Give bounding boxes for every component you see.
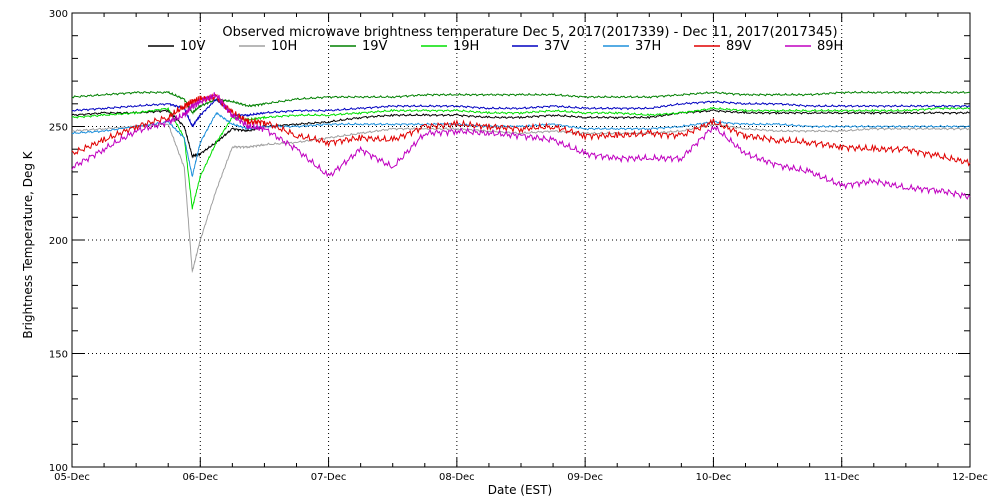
x-tick-label: 10-Dec <box>696 472 732 483</box>
series-line-19h <box>71 106 971 210</box>
legend-label-37h: 37H <box>635 39 661 54</box>
y-axis-title: Brightness Temperature, Deg K <box>21 150 35 338</box>
y-tick-label: 200 <box>49 236 68 247</box>
series-line-89h <box>71 92 971 200</box>
y-tick-label: 300 <box>49 9 68 20</box>
legend-label-89h: 89H <box>817 39 843 54</box>
x-tick-label: 09-Dec <box>567 472 603 483</box>
x-axis-title: Date (EST) <box>488 483 552 497</box>
legend-label-19h: 19H <box>453 39 479 54</box>
ticks: 05-Dec 06-Dec 07-Dec 08-Dec 09-Dec 10-Dec 11-D… <box>49 9 988 483</box>
legend-label-89v: 89V <box>726 39 752 54</box>
series-line-37h <box>71 111 971 178</box>
legend-label-37v: 37V <box>544 39 570 54</box>
series-line-10v <box>71 108 971 159</box>
x-tick-label: 11-Dec <box>824 472 860 483</box>
series <box>71 90 971 274</box>
x-tick-label: 07-Dec <box>311 472 347 483</box>
y-tick-label: 100 <box>49 463 68 474</box>
legend-label-10v: 10V <box>180 39 206 54</box>
series-line-10h <box>71 123 970 274</box>
series-line-37v <box>71 98 971 128</box>
legend-label-19v: 19V <box>362 39 388 54</box>
series-line-89v <box>71 93 971 167</box>
legend: 10V 10H 19V 19H 37V 37H 89V 89H <box>148 39 843 54</box>
chart-title: Observed microwave brightness temperatur… <box>222 25 837 40</box>
x-tick-label: 06-Dec <box>182 472 218 483</box>
x-tick-label: 08-Dec <box>439 472 475 483</box>
legend-label-10h: 10H <box>271 39 297 54</box>
grid <box>72 13 970 467</box>
y-tick-label: 250 <box>49 123 68 134</box>
y-tick-label: 150 <box>49 350 68 361</box>
x-tick-label: 05-Dec <box>54 472 90 483</box>
series-line-19v <box>71 90 971 115</box>
x-tick-label: 12-Dec <box>952 472 988 483</box>
